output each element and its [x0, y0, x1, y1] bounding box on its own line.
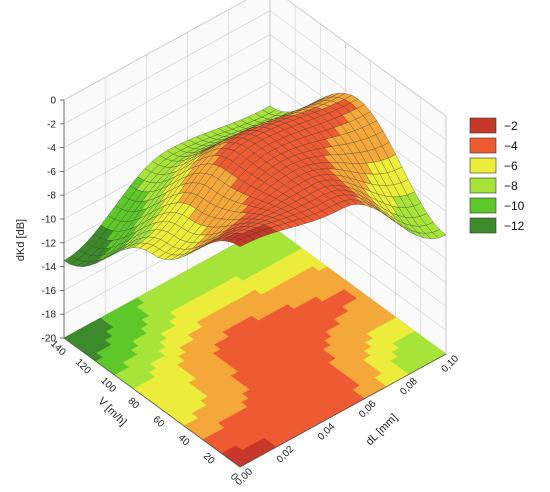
wall-gridline [63, 10, 447, 141]
legend-label: −2 [504, 119, 518, 133]
legend-swatch [469, 217, 497, 234]
y-tick-label: 80 [125, 396, 141, 412]
surface-cell [233, 239, 248, 247]
legend-label: −6 [504, 159, 518, 173]
z-tick-label: -18 [42, 310, 57, 321]
z-tick-label: -6 [47, 167, 56, 178]
y-tick-label: 20 [201, 451, 217, 467]
legend-swatch [469, 177, 497, 194]
legend-label: −8 [504, 179, 518, 193]
y-axis-line [63, 337, 241, 468]
legend-swatch [469, 157, 497, 174]
y-tick-label: 100 [98, 375, 118, 395]
legend-swatch [469, 117, 497, 134]
z-tick-label: -20 [42, 334, 57, 345]
legend-label: −12 [504, 219, 525, 233]
legend-label: −4 [504, 139, 518, 153]
legend: −2 −4 −6 −8 −10 −12 [469, 117, 525, 234]
x-tick-label: 0,06 [357, 398, 379, 420]
legend-label: −10 [504, 199, 525, 213]
y-tick-label: 40 [176, 433, 192, 449]
z-tick-label: -8 [47, 191, 56, 202]
surface-plot [63, 92, 447, 267]
wall-gridline [63, 34, 447, 164]
z-tick-label: -4 [47, 143, 56, 154]
x-axis-line [239, 353, 447, 468]
z-tick-label: 0 [50, 96, 56, 107]
x-axis-label: dL [mm] [364, 412, 400, 448]
z-axis-label: dKd [dB] [15, 219, 27, 261]
legend-swatch [469, 137, 497, 154]
z-tick-label: -14 [42, 262, 57, 273]
z-tick-label: -10 [42, 215, 57, 226]
x-tick-label: 0,02 [275, 444, 297, 466]
z-tick-label: -12 [42, 238, 57, 249]
z-tick-label: -2 [47, 119, 56, 130]
z-tick-label: -16 [42, 286, 57, 297]
legend-swatch [469, 197, 497, 214]
x-tick-label: 0,08 [398, 376, 420, 398]
y-axis-label: V [m/h] [96, 395, 129, 428]
y-tick-label: 120 [73, 357, 93, 377]
wall-gridline [63, 0, 447, 117]
x-tick-label: 0,04 [316, 421, 338, 443]
y-tick-label: 60 [151, 414, 167, 430]
x-tick-label: 0,10 [439, 353, 461, 375]
contour-floor [63, 224, 447, 468]
